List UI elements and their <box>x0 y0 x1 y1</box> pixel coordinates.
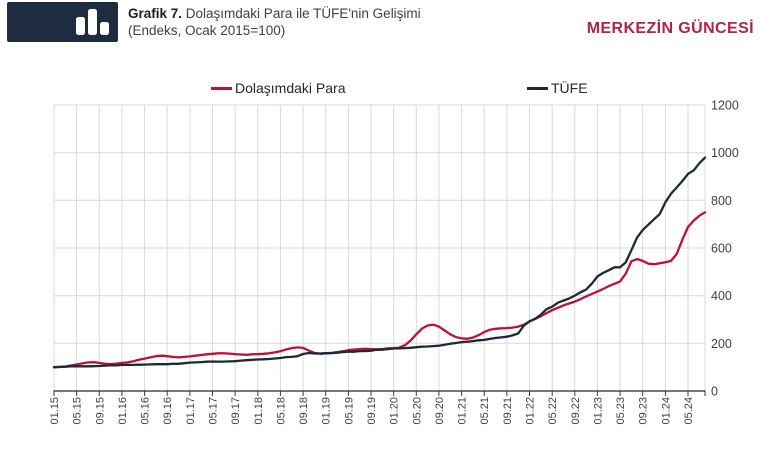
legend-item-dolasimdaki-para: Dolaşımdaki Para <box>211 80 346 96</box>
y-tick-label: 400 <box>711 289 732 303</box>
x-tick-label: 09.16 <box>162 397 174 425</box>
chart-svg: 01.15 05.15 09.15 01.16 05.16 09.16 01.17 05.17… <box>49 99 739 425</box>
y-tick-label: 200 <box>711 337 732 351</box>
x-tick-label: 05.15 <box>72 397 84 425</box>
legend-line-marker-navy <box>527 86 548 90</box>
chart-title-text: Dolaşımdaki Para ile TÜFE'nin Gelişimi <box>182 6 421 21</box>
chart-subtitle: (Endeks, Ocak 2015=100) <box>128 23 286 38</box>
y-tick-label: 800 <box>711 194 732 208</box>
x-tick-label: 01.24 <box>660 397 672 425</box>
x-tick-label: 05.17 <box>208 397 220 425</box>
x-tick-label: 01.19 <box>321 397 333 425</box>
x-tick-label: 09.15 <box>94 397 106 425</box>
x-tick-label: 09.19 <box>366 397 378 425</box>
x-tick-label: 01.15 <box>49 397 61 425</box>
x-tick-label: 05.18 <box>275 397 287 425</box>
y-tick-label: 600 <box>711 242 732 256</box>
legend-label-dolasimdaki-para: Dolaşımdaki Para <box>235 80 346 96</box>
x-tick-label: 09.22 <box>570 397 582 425</box>
x-tick-label: 09.21 <box>502 397 514 425</box>
bar-chart-icon-bar-right <box>100 22 109 35</box>
x-tick-label: 01.16 <box>117 397 129 425</box>
chart-legend: Dolaşımdaki Para TÜFE <box>0 80 760 98</box>
x-tick-label: 05.23 <box>615 397 627 425</box>
y-tick-label: 1000 <box>711 146 739 160</box>
x-tick-label: 05.19 <box>343 397 355 425</box>
y-tick-label: 1200 <box>711 99 739 113</box>
x-tick-label: 05.20 <box>411 397 423 425</box>
x-tick-label: 09.23 <box>638 397 650 425</box>
x-tick-label: 05.22 <box>547 397 559 425</box>
y-tick-label: 0 <box>711 385 718 399</box>
bar-chart-icon-bar-left <box>76 17 85 35</box>
x-tick-label: 01.21 <box>457 397 469 425</box>
bar-chart-icon <box>7 2 118 42</box>
chart-title-prefix: Grafik 7. <box>128 6 183 21</box>
x-tick-label: 01.20 <box>389 397 401 425</box>
bar-chart-icon-bar-middle <box>88 9 97 35</box>
series-line-tufe <box>52 156 707 369</box>
x-tick-label: 09.17 <box>230 397 242 425</box>
x-tick-label: 05.21 <box>479 397 491 425</box>
legend-line-marker-red <box>211 86 232 90</box>
x-tick-label: 01.23 <box>592 397 604 425</box>
chart-title: Grafik 7. Dolaşımdaki Para ile TÜFE'nin … <box>128 5 598 39</box>
legend-label-tufe: TÜFE <box>551 80 588 96</box>
x-tick-label: 01.18 <box>253 397 265 425</box>
x-tick-label: 05.24 <box>683 397 695 425</box>
x-tick-label: 01.17 <box>185 397 197 425</box>
x-tick-label: 09.18 <box>298 397 310 425</box>
x-tick-label: 09.20 <box>434 397 446 425</box>
legend-item-tufe: TÜFE <box>527 80 588 96</box>
x-tick-label: 01.22 <box>525 397 537 425</box>
brand-text: MERKEZİN GÜNCESİ <box>586 20 754 37</box>
series-line-dolasimdaki-para <box>52 211 707 369</box>
x-tick-label: 05.16 <box>140 397 152 425</box>
